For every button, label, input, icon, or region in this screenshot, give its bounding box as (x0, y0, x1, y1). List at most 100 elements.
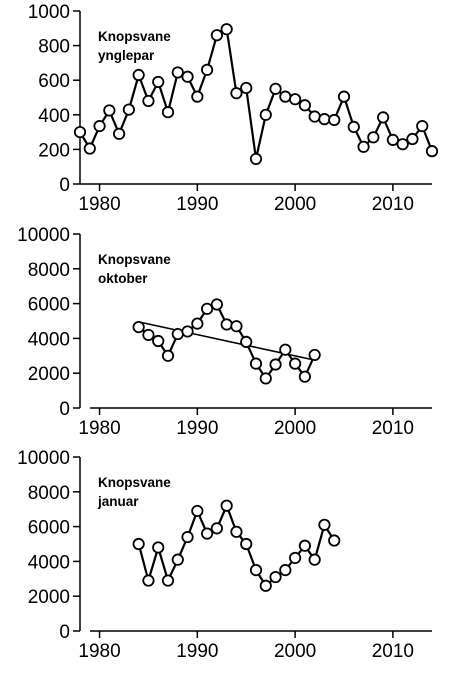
x-tick-label: 2000 (274, 194, 316, 215)
panel-title-line: Knopsvane (98, 29, 171, 44)
y-tick-label: 4000 (28, 552, 70, 573)
data-point (328, 113, 341, 127)
data-point (181, 70, 194, 83)
data-point (142, 328, 155, 342)
x-tick-label: 2010 (372, 194, 414, 215)
data-point (289, 551, 302, 565)
y-tick-label: 8000 (28, 483, 70, 504)
data-point (152, 334, 165, 348)
data-point (289, 357, 302, 370)
y-tick-label: 400 (38, 106, 70, 127)
data-point (249, 563, 263, 577)
data-point (73, 126, 87, 139)
data-point (269, 82, 282, 95)
data-point (113, 127, 126, 140)
data-point (132, 537, 145, 551)
data-point (152, 541, 165, 554)
y-tick-label: 200 (38, 140, 70, 161)
data-point (406, 132, 419, 146)
data-point (93, 119, 106, 133)
data-point (337, 90, 351, 103)
x-tick-label: 1980 (78, 641, 120, 662)
data-point (269, 570, 282, 584)
data-point (201, 63, 214, 76)
data-point (279, 90, 292, 103)
data-point (103, 104, 116, 117)
data-point (161, 349, 175, 362)
data-point (161, 574, 175, 587)
data-point (318, 518, 331, 531)
data-point (347, 120, 360, 134)
data-point (142, 574, 155, 587)
chart-panel-3: 0 2000 4000 6000 8000 10000 1980 1990 2000 2010 Kn… (17, 448, 432, 662)
data-point (318, 113, 331, 126)
data-point (220, 499, 233, 512)
panel-title-line: Knopsvane (98, 252, 171, 267)
data-point (269, 358, 282, 371)
y-tick-label: 0 (59, 622, 70, 643)
data-point (396, 138, 409, 151)
data-point (191, 317, 204, 330)
data-point (367, 131, 380, 144)
data-point (259, 108, 272, 121)
y-tick-label: 2000 (28, 364, 70, 385)
y-tick-label: 6000 (28, 518, 70, 539)
panel-title-line: ynglepar (98, 48, 155, 63)
data-point (230, 320, 243, 333)
data-point (171, 553, 184, 566)
data-point (210, 522, 223, 535)
data-point (289, 93, 302, 106)
y-tick-label: 6000 (28, 295, 70, 316)
data-point (425, 145, 439, 158)
y-tick-label: 4000 (28, 329, 70, 350)
data-point (220, 23, 233, 36)
data-point (191, 90, 204, 103)
data-point (201, 527, 214, 540)
data-point (132, 320, 145, 334)
data-point (259, 579, 272, 592)
data-point (240, 81, 253, 95)
data-point (240, 335, 253, 348)
data-point (191, 504, 204, 518)
y-tick-label: 2000 (28, 587, 70, 608)
data-point (259, 372, 272, 385)
x-tick-label: 2010 (372, 641, 414, 662)
y-tick-label: 10000 (17, 225, 70, 246)
data-point (210, 298, 223, 311)
data-point (298, 370, 311, 383)
data-point (230, 87, 243, 100)
data-point (181, 530, 194, 544)
data-point (210, 29, 223, 42)
data-point (240, 537, 253, 551)
panel-title-line: oktober (98, 271, 148, 286)
x-tick-label: 2000 (274, 418, 316, 439)
data-point (230, 525, 243, 538)
chart-panel-1: 0 200 400 600 800 1000 1980 1990 2000 2010 Knopsva… (28, 2, 439, 215)
data-point (161, 106, 175, 119)
y-tick-label: 10000 (17, 448, 70, 469)
data-point (328, 534, 341, 547)
data-point (308, 110, 321, 123)
data-point (83, 142, 96, 155)
data-point (416, 119, 429, 133)
data-point (201, 302, 214, 315)
y-tick-label: 0 (59, 399, 70, 420)
panel-title-line: Knopsvane (98, 475, 171, 490)
x-tick-label: 1980 (78, 194, 120, 215)
x-tick-label: 1990 (176, 418, 218, 439)
x-tick-label: 2000 (274, 641, 316, 662)
data-point (181, 325, 194, 338)
data-point (377, 111, 390, 124)
data-point (308, 553, 321, 566)
data-point (132, 68, 145, 82)
data-point (220, 318, 233, 331)
data-point (249, 357, 263, 370)
data-point (308, 348, 321, 362)
data-point (298, 99, 311, 112)
data-point (279, 343, 292, 356)
x-tick-label: 2010 (372, 418, 414, 439)
data-point (171, 327, 184, 341)
x-tick-label: 1990 (176, 641, 218, 662)
data-point (152, 75, 165, 89)
data-point (298, 539, 311, 552)
